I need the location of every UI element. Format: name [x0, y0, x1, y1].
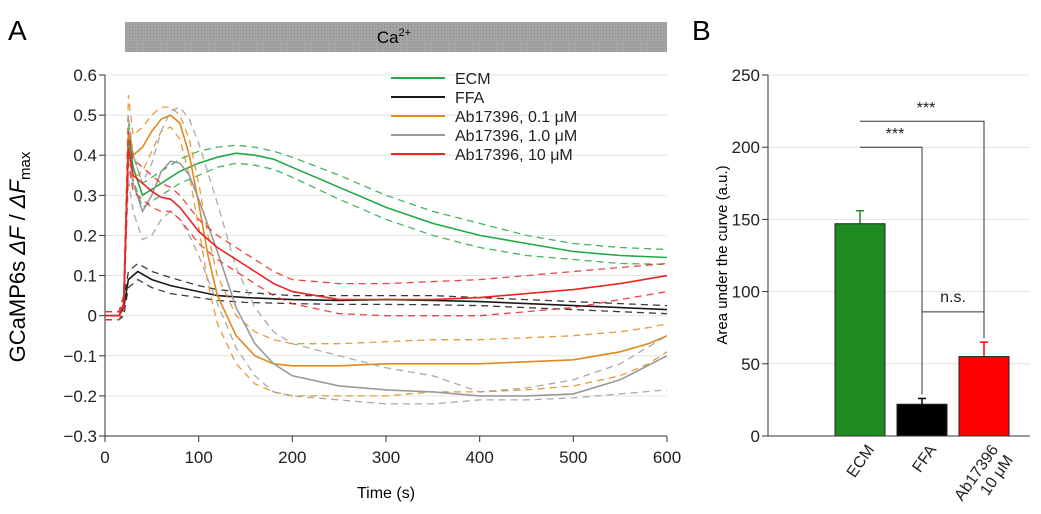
series-ab17396-0-1-m-mean	[105, 115, 667, 366]
a-y-tick-label: −0.2	[63, 387, 97, 406]
a-y-tick-label: 0.6	[73, 66, 97, 85]
a-y-tick-label: 0.2	[73, 226, 97, 245]
b-y-tick-label: 50	[741, 355, 760, 374]
legend-label-ffa: FFA	[455, 90, 485, 107]
b-y-tick-label: 150	[732, 210, 760, 229]
category-label: Ab1739610 μM	[952, 442, 1017, 514]
bar-ab17396-10-m	[959, 357, 1009, 436]
series-ab17396-1-0-m-lower-bound	[105, 179, 667, 404]
series-ab17396-10-m-mean	[105, 147, 667, 316]
b-y-tick-label: 0	[751, 427, 760, 446]
a-x-tick-label: 100	[184, 448, 212, 467]
a-x-tick-label: 400	[465, 448, 493, 467]
legend-label-ab17396-0-1-m: Ab17396, 0.1 μM	[455, 109, 577, 126]
a-x-tick-label: 600	[653, 448, 681, 467]
a-x-tick-label: 0	[100, 448, 109, 467]
b-y-tick-label: 100	[732, 283, 760, 302]
legend-label-ab17396-1-0-m: Ab17396, 1.0 μM	[455, 128, 577, 145]
panel-b-letter: B	[692, 15, 711, 46]
a-x-tick-label: 300	[372, 448, 400, 467]
a-y-tick-label: −0.3	[63, 427, 97, 446]
a-y-tick-label: 0.4	[73, 146, 97, 165]
panel-a-line-chart: A Ca2+ −0.3−0.2−0.100.10.20.30.40.50.60 1…	[5, 15, 681, 502]
bar-ffa	[897, 404, 947, 436]
b-y-tick-label: 250	[732, 66, 760, 85]
legend-label-ecm: ECM	[455, 71, 491, 88]
b-y-tick-label: 200	[732, 138, 760, 157]
series-ab17396-1-0-m-upper-bound	[105, 107, 667, 392]
panel-a-legend: ECM FFA Ab17396, 0.1 μM Ab17396, 1.0 μM Ab17…	[391, 71, 577, 164]
significance-label: ***	[917, 100, 936, 117]
a-x-tick-label: 500	[559, 448, 587, 467]
panel-b-bar-chart: B 0 50 100 150 200 250 *** *** n.s. ECM FFA Ab173…	[692, 15, 1030, 514]
significance-label: ***	[886, 126, 905, 143]
series-ffa-mean	[105, 272, 667, 316]
a-x-tick-label: 200	[278, 448, 306, 467]
category-label: FFA	[909, 442, 940, 476]
a-y-tick-label: 0	[88, 307, 97, 326]
bar-ecm	[835, 224, 885, 436]
panel-b-y-axis-label: Area under the curve (a.u.)	[714, 165, 731, 344]
series-ab17396-10-m-lower-bound	[105, 163, 667, 320]
panel-a-y-axis-label: GCaMP6s ΔF / ΔFmax	[5, 151, 34, 362]
legend-label-ab17396-10-m: Ab17396, 10 μM	[455, 147, 573, 164]
a-y-tick-label: 0.3	[73, 186, 97, 205]
a-y-tick-label: 0.5	[73, 106, 97, 125]
significance-label: n.s.	[940, 289, 966, 306]
a-y-tick-label: −0.1	[63, 347, 97, 366]
panel-a-letter: A	[8, 15, 27, 46]
category-label: ECM	[844, 442, 878, 481]
panel-a-x-axis-label: Time (s)	[357, 485, 415, 502]
a-y-tick-label: 0.1	[73, 267, 97, 286]
